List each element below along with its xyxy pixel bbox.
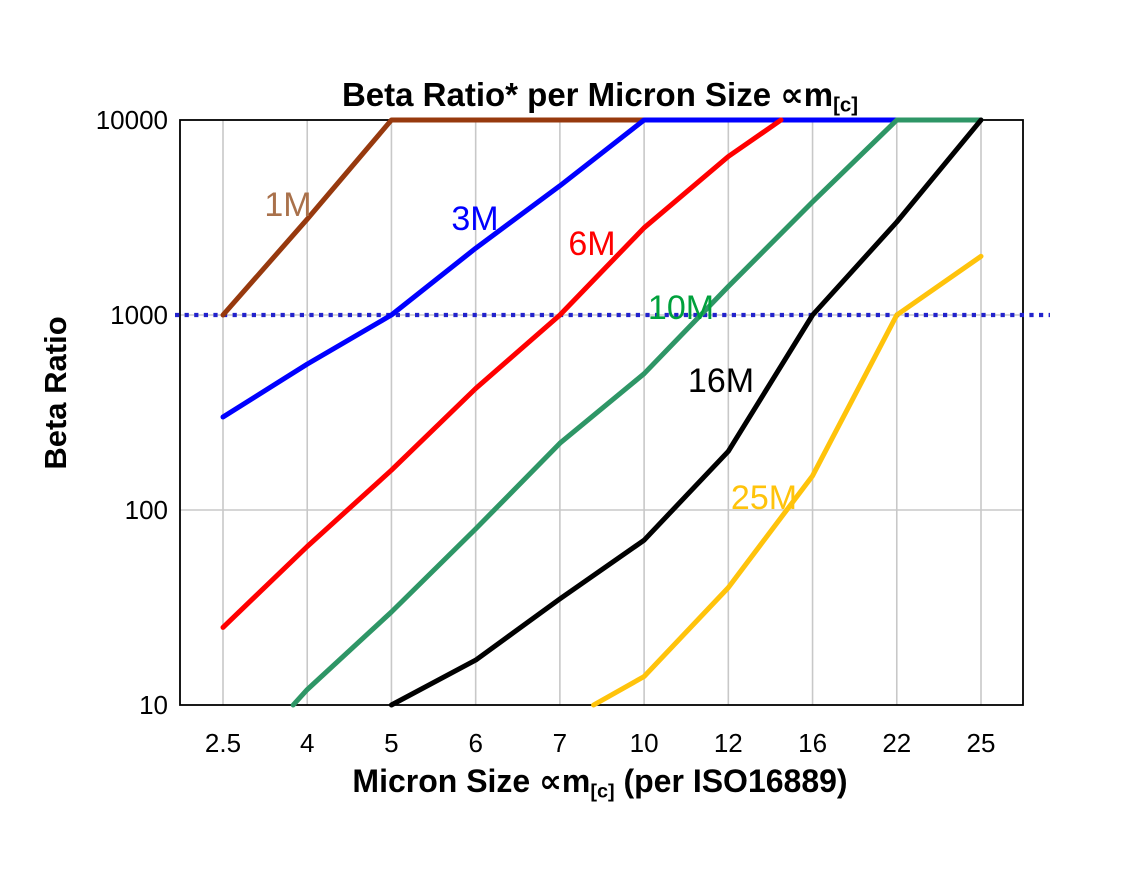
chart-title-subscript: [c] [833,93,859,117]
series-line-6M [220,117,784,630]
x-tick-label-6: 6 [468,728,482,758]
series-line-10M [290,117,984,708]
series-label-1M: 1M [264,186,311,224]
series-line-3M [220,117,900,420]
y-tick-label-10: 10 [139,690,168,720]
x-tick-label-22: 22 [882,728,911,758]
x-tick-label-25: 25 [967,728,996,758]
x-tick-label-2.5: 2.5 [205,728,241,758]
series-line-25M [591,253,984,708]
x-tick-label-4: 4 [300,728,314,758]
y-tick-label-100: 100 [125,495,168,525]
y-tick-label-1000: 1000 [110,300,168,330]
x-axis-title-subscript: [c] [590,780,615,803]
x-tick-label-16: 16 [798,728,827,758]
x-axis-title: Micron Size ∝m[c] (per ISO16889) [352,762,847,811]
x-tick-label-7: 7 [553,728,567,758]
series-label-6M: 6M [568,225,615,263]
series-label-16M: 16M [688,362,754,400]
series-label-25M: 25M [731,479,797,517]
x-axis-title-text: Micron Size ∝m [352,763,591,799]
y-tick-label-10000: 10000 [96,105,168,135]
series-line-1M [220,117,647,318]
x-tick-label-10: 10 [630,728,659,758]
x-tick-label-12: 12 [714,728,743,758]
chart-title: Beta Ratio* per Micron Size ∝m[c] [342,76,858,125]
chart-title-text: Beta Ratio* per Micron Size ∝m [341,76,834,113]
series-line-16M [388,117,984,708]
x-axis-title-suffix: (per ISO16889) [614,763,848,799]
series-label-10M: 10M [648,289,714,327]
series-label-3M: 3M [451,200,498,238]
x-tick-label-5: 5 [384,728,398,758]
